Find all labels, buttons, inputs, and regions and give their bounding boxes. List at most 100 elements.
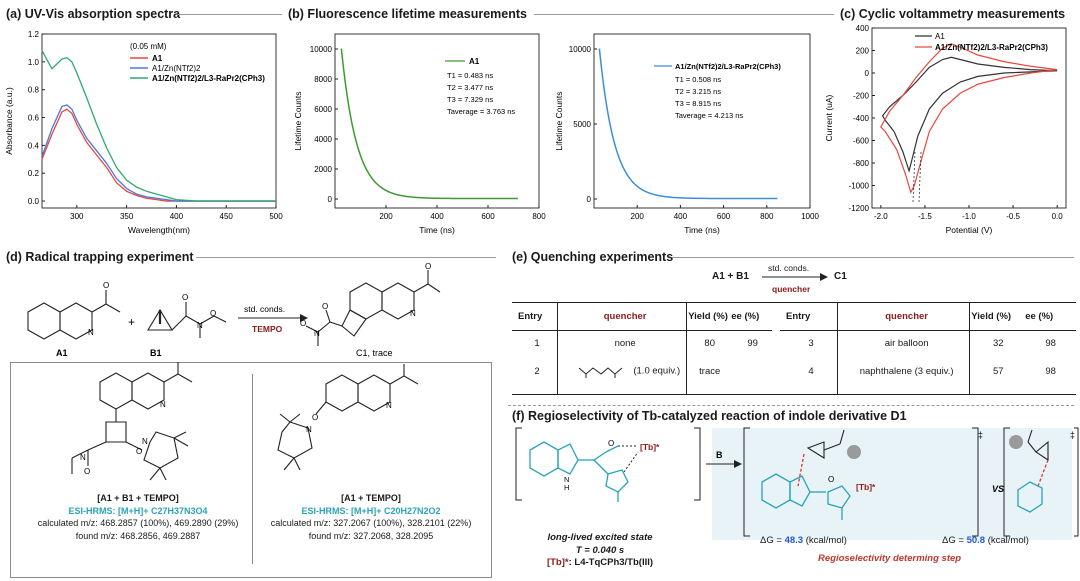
th-entry: Entry [786, 310, 811, 322]
y-tick-label: 1.0 [28, 58, 40, 67]
th-quencher: quencher [885, 310, 928, 322]
cv-legend-full: A1/Zn(NTf2)2/L3-RaPr2(CPh3) [935, 43, 1048, 52]
svg-text:H: H [564, 483, 569, 492]
svg-text:N: N [306, 425, 312, 434]
y-tick-label: 2000 [314, 165, 332, 174]
y-tick-label: 400 [856, 24, 870, 33]
e-product: C1 [834, 271, 847, 282]
fl2-legend-t2: T2 = 3.215 ns [675, 87, 721, 96]
ee-cell: 98 [1045, 365, 1056, 377]
y-tick-label: 0 [328, 195, 333, 204]
x-tick-label: 300 [70, 212, 84, 221]
svg-text:O: O [322, 302, 328, 311]
tbdef-text: : L4-TqCPh3/Tb(III) [568, 557, 654, 568]
svg-text:O: O [828, 475, 834, 484]
dg2: ΔG = 50.8 (kcal/mol) [942, 535, 1029, 546]
adduct2-info: [A1 + TEMPO] ESI-HRMS: [M+H]+ C20H27N2O2… [256, 492, 486, 542]
cond-d: std. conds. [244, 304, 285, 314]
uv-legend-a1: A1 [152, 54, 163, 63]
fl1-legend-t2: T2 = 3.477 ns [447, 83, 493, 92]
th-entry: Entry [518, 310, 543, 322]
x-tick-label: 500 [269, 212, 283, 221]
adduct2-ms: ESI-HRMS: [M+H]+ C20H27N2O2 [301, 505, 441, 516]
e-reactants: A1 + B1 [712, 271, 749, 282]
y-tick-label: -200 [853, 92, 870, 101]
series-line [41, 104, 276, 202]
ee-cell: 98 [1045, 337, 1056, 349]
panel-a-title: (a) UV-Vis absorption spectra [6, 7, 181, 21]
fl2-legend-tavg: Taverage = 4.213 ns [675, 111, 743, 120]
svg-text:N: N [410, 309, 416, 318]
x-axis-label: Time (ns) [419, 225, 455, 235]
regioselectivity-scheme: O N H [Tb]* B O [Tb]* ‡ VS ‡ [515, 427, 1079, 537]
svg-text:O: O [300, 319, 306, 328]
svg-text:O: O [84, 467, 90, 476]
quench-table-left: Entry quencher Yield (%) ee (%) 1 none 8… [512, 303, 774, 385]
fl2-legend-t1: T1 = 0.508 ns [675, 75, 721, 84]
x-tick-label: 600 [481, 212, 495, 221]
rds-label: Regioselectivity determing step [818, 553, 962, 564]
yield-cell: trace [699, 365, 721, 377]
ee-cell: 99 [747, 337, 758, 349]
y-tick-label: 1.2 [28, 30, 40, 39]
decay-curve [340, 48, 518, 200]
x-tick-label: 600 [717, 212, 731, 221]
x-tick-label: 450 [220, 212, 234, 221]
y-axis-label: Lifetime Counts [293, 91, 303, 150]
y-tick-label: 0.6 [28, 114, 40, 123]
y-tick-label: 10000 [569, 45, 592, 54]
plus-sign: + [128, 315, 135, 329]
svg-text:N: N [314, 329, 320, 338]
y-tick-label: 8000 [314, 75, 332, 84]
diene-structure [578, 367, 623, 378]
svg-text:O: O [182, 293, 188, 302]
x-axis-label: Potential (V) [946, 225, 993, 235]
uv-legend-full: A1/Zn(NTf2)2/L3-RaPr2(CPh3) [152, 74, 265, 83]
fl1-legend-tavg: Taverage = 3.763 ns [447, 107, 515, 116]
adduct2-found: found m/z: 327.2068, 328.2095 [308, 530, 434, 541]
ee-cell [731, 357, 774, 385]
ts1-dagger: ‡ [978, 430, 983, 440]
y-tick-label: 4000 [314, 135, 332, 144]
panel-d-title: (d) Radical trapping experiment [6, 250, 194, 264]
y-tick-label: 0.8 [28, 86, 40, 95]
e-reagent: quencher [772, 284, 811, 294]
entry-cell: 4 [808, 365, 814, 377]
svg-text:N: N [197, 321, 203, 330]
adduct-box [10, 362, 492, 578]
x-tick-label: -1.5 [918, 212, 932, 221]
quencher-cell: air balloon [884, 337, 929, 349]
x-tick-label: 1000 [801, 212, 819, 221]
adduct1-ms: ESI-HRMS: [M+H]+ C27H37N3O4 [68, 505, 208, 516]
c1-label: C1, trace [356, 348, 393, 358]
x-tick-label: -0.5 [1006, 212, 1020, 221]
x-tick-label: 350 [120, 212, 134, 221]
entry-cell: 1 [534, 337, 540, 349]
x-axis-label: Time (ns) [684, 225, 720, 235]
y-tick-label: 0 [865, 69, 870, 78]
adduct1-calc: calculated m/z: 468.2857 (100%), 469.289… [37, 518, 239, 528]
adduct2-calc: calculated m/z: 327.2067 (100%), 328.210… [270, 518, 472, 528]
fl1-legend-t3: T3 = 7.329 ns [447, 95, 493, 104]
y-tick-label: -1200 [849, 204, 870, 213]
x-tick-label: 200 [631, 212, 645, 221]
excited-state-note: long-lived excited state T = 0.040 s [Tb… [512, 532, 688, 570]
y-tick-label: 0.4 [28, 141, 40, 150]
fl2-legend-name: A1/Zn(NTf2)2/L3-RaPr2(CPh3) [675, 62, 781, 71]
svg-text:N: N [88, 328, 94, 337]
adduct1-info: [A1 + B1 + TEMPO] ESI-HRMS: [M+H]+ C27H3… [24, 492, 252, 542]
y-axis-label: Absorbance (a.u.) [4, 87, 14, 155]
uv-legend-zn: A1/Zn(NTf2)2 [152, 64, 201, 73]
series-line [41, 50, 276, 202]
x-tick-label: 800 [760, 212, 774, 221]
x-tick-label: 400 [170, 212, 184, 221]
y-tick-label: -600 [853, 137, 870, 146]
y-tick-label: 0.2 [28, 169, 40, 178]
yield-cell: 80 [704, 337, 715, 349]
fl2-legend-t3: T3 = 8.915 ns [675, 99, 721, 108]
panel-b-title: (b) Fluorescence lifetime measurements [288, 7, 527, 21]
x-tick-label: -1.0 [962, 212, 976, 221]
quencher-cell: naphthalene (3 equiv.) [859, 365, 954, 377]
uv-legend-conc: (0.05 mM) [130, 42, 167, 51]
